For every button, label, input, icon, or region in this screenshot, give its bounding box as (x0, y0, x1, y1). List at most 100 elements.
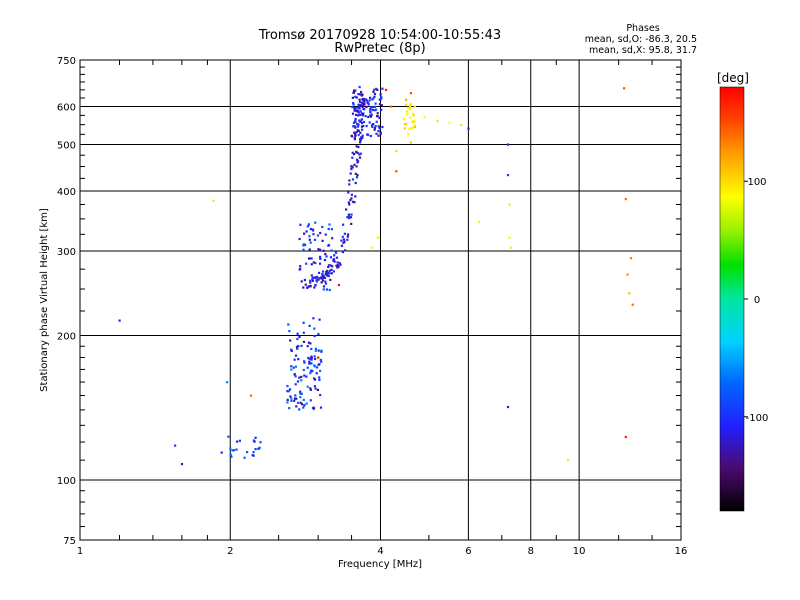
data-point (409, 106, 412, 109)
y-tick-label: 100 (57, 476, 76, 487)
data-point (373, 105, 376, 108)
y-tick-label: 75 (63, 536, 76, 547)
data-point (357, 134, 360, 137)
data-point (357, 93, 360, 96)
data-point (355, 131, 358, 134)
data-point (300, 379, 303, 382)
data-point (378, 116, 381, 120)
data-point (306, 286, 309, 289)
data-point (312, 276, 315, 279)
x-axis-label: Frequency [MHz] (338, 559, 422, 570)
data-point (413, 124, 416, 127)
data-point (303, 404, 306, 407)
data-point (308, 362, 311, 365)
data-point (305, 230, 308, 233)
data-point (358, 106, 361, 109)
data-point (403, 127, 406, 130)
data-point (358, 113, 362, 117)
data-point (348, 183, 351, 186)
data-point (323, 258, 327, 262)
data-point (371, 108, 374, 112)
data-point (351, 112, 355, 115)
data-point (343, 240, 346, 243)
data-point (369, 115, 373, 118)
data-point (405, 98, 408, 101)
data-point (356, 129, 359, 132)
data-point (379, 93, 382, 96)
data-point (294, 365, 297, 368)
data-point (567, 459, 570, 462)
colorbar-unit-label: [deg] (717, 71, 749, 85)
data-point (287, 390, 290, 393)
data-point (311, 279, 314, 282)
data-point (324, 253, 327, 256)
data-point (312, 233, 315, 236)
data-point (509, 246, 513, 249)
data-point (310, 263, 313, 266)
data-point (315, 372, 318, 375)
data-point (367, 103, 370, 106)
data-point (298, 237, 301, 241)
data-point (363, 102, 366, 105)
data-point (413, 105, 416, 108)
data-point (314, 284, 317, 287)
data-point (436, 119, 439, 123)
data-point (350, 222, 353, 225)
data-point (340, 239, 343, 242)
data-point (357, 129, 360, 132)
data-point (290, 365, 293, 368)
data-point (408, 127, 411, 131)
data-point (349, 172, 352, 175)
data-point (374, 102, 377, 105)
data-point (319, 248, 322, 251)
data-point (341, 250, 344, 254)
data-point (308, 285, 311, 288)
data-point (305, 375, 308, 378)
data-point (353, 89, 356, 92)
data-point (368, 121, 371, 124)
data-point (460, 123, 463, 126)
data-point (309, 372, 312, 375)
data-point (353, 153, 356, 156)
data-point (508, 236, 511, 239)
data-point (303, 278, 306, 282)
data-point (327, 264, 331, 267)
data-point (368, 99, 371, 102)
data-point (328, 272, 331, 275)
data-point (318, 378, 321, 381)
data-point (356, 151, 359, 154)
data-point (230, 455, 233, 458)
data-point (448, 121, 451, 124)
data-point (350, 213, 353, 216)
x-tick-label: 2 (227, 546, 233, 557)
data-point (302, 248, 305, 251)
data-point (254, 436, 257, 439)
data-point (227, 435, 230, 438)
data-point (312, 317, 315, 320)
data-point (358, 100, 361, 103)
data-point (356, 114, 360, 117)
data-point (298, 268, 301, 271)
y-axis: 75 100 200 300 400 500 600 750 (57, 56, 681, 547)
data-point (305, 262, 308, 265)
data-point (354, 120, 357, 123)
data-point (370, 113, 373, 116)
data-point (336, 264, 340, 267)
data-point (352, 121, 356, 124)
data-point (246, 451, 249, 454)
data-point (624, 198, 627, 201)
data-point (411, 121, 414, 124)
data-point (329, 278, 332, 281)
data-point (360, 90, 363, 94)
data-point (243, 456, 246, 459)
data-point (310, 355, 313, 358)
data-point (354, 126, 357, 129)
data-point (317, 278, 320, 281)
data-point (403, 123, 407, 126)
data-point (309, 285, 312, 288)
data-point (380, 104, 383, 107)
data-point (358, 153, 361, 156)
data-point (350, 134, 353, 137)
data-point (311, 228, 315, 231)
